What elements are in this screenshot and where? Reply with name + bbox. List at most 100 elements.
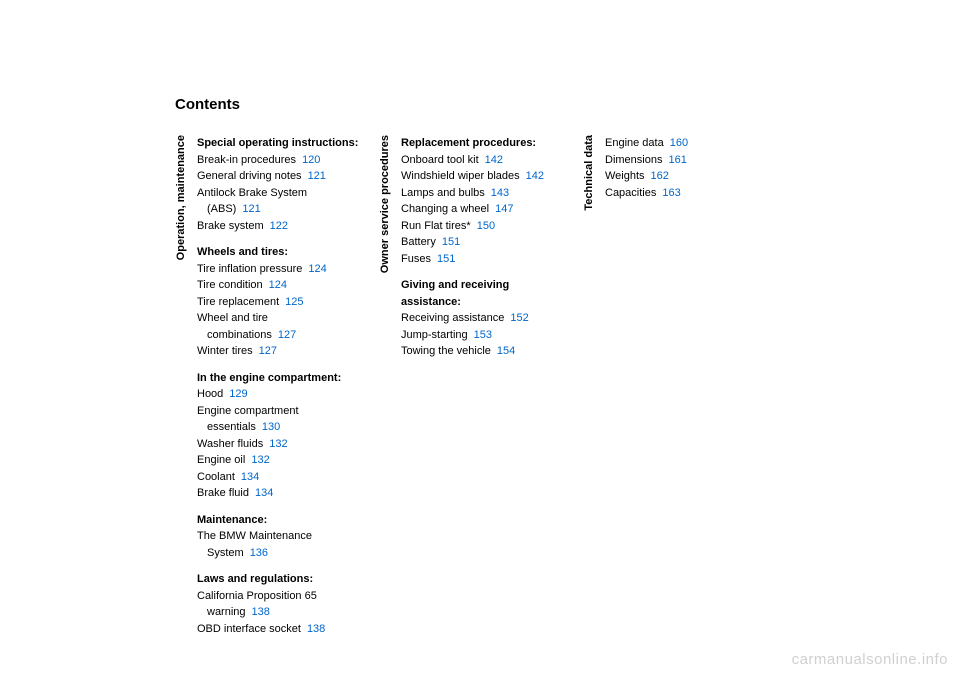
page-number[interactable]: 147 bbox=[489, 203, 513, 215]
toc-entry: Battery151 bbox=[401, 234, 565, 251]
column-operation-maintenance: Operation, maintenance Special operating… bbox=[175, 135, 361, 637]
page-number[interactable]: 151 bbox=[431, 253, 455, 265]
page-number[interactable]: 127 bbox=[253, 345, 277, 357]
entry-text: Changing a wheel bbox=[401, 203, 489, 215]
toc-entry: Washer fluids132 bbox=[197, 436, 361, 453]
page-number[interactable]: 138 bbox=[301, 623, 325, 635]
entry-text: Towing the vehicle bbox=[401, 345, 491, 357]
section-label-owner-service: Owner service procedures bbox=[379, 135, 395, 275]
page-number[interactable]: 151 bbox=[436, 236, 460, 248]
group: Special operating instructions: Break-in… bbox=[197, 135, 361, 234]
entry-text: Lamps and bulbs bbox=[401, 187, 485, 199]
column-technical-data: Technical data Engine data160 Dimensions… bbox=[583, 135, 769, 637]
page-number[interactable]: 143 bbox=[485, 187, 509, 199]
column-content: Replacement procedures: Onboard tool kit… bbox=[395, 135, 565, 360]
page-number[interactable]: 152 bbox=[504, 312, 528, 324]
toc-entry: California Proposition 65warning138 bbox=[197, 588, 361, 621]
toc-entry: The BMW Maintenance System136 bbox=[197, 528, 361, 561]
page-number[interactable]: 122 bbox=[264, 220, 288, 232]
group: In the engine compartment: Hood129 Engin… bbox=[197, 370, 361, 502]
page-number[interactable]: 160 bbox=[664, 137, 688, 149]
page-number[interactable]: 153 bbox=[468, 329, 492, 341]
page-number[interactable]: 124 bbox=[263, 279, 287, 291]
group: Replacement procedures: Onboard tool kit… bbox=[401, 135, 565, 267]
toc-entry: Engine compartment essentials130 bbox=[197, 403, 361, 436]
page-number[interactable]: 163 bbox=[656, 187, 680, 199]
toc-entry: Engine data160 bbox=[605, 135, 769, 152]
page-number[interactable]: 134 bbox=[249, 487, 273, 499]
page-number[interactable]: 127 bbox=[272, 329, 296, 341]
group: Giving and receiving assistance: Receivi… bbox=[401, 277, 565, 360]
entry-text: Coolant bbox=[197, 471, 235, 483]
entry-text: Washer fluids bbox=[197, 438, 263, 450]
toc-entry: Wheel and tire combinations127 bbox=[197, 310, 361, 343]
entry-text: Onboard tool kit bbox=[401, 154, 479, 166]
page-number[interactable]: 132 bbox=[263, 438, 287, 450]
entry-text: California Proposition 65 bbox=[197, 590, 317, 602]
toc-entry: Coolant134 bbox=[197, 469, 361, 486]
toc-entry: Run Flat tires*150 bbox=[401, 218, 565, 235]
page-number[interactable]: 138 bbox=[246, 606, 270, 618]
entry-cont: combinations127 bbox=[197, 327, 361, 344]
entry-text: Tire condition bbox=[197, 279, 263, 291]
toc-entry: Tire condition124 bbox=[197, 277, 361, 294]
column-content: Engine data160 Dimensions161 Weights162 … bbox=[599, 135, 769, 201]
entry-text: Engine compartment bbox=[197, 405, 299, 417]
page-number[interactable]: 120 bbox=[296, 154, 320, 166]
entry-text: Brake fluid bbox=[197, 487, 249, 499]
toc-entry: Brake fluid134 bbox=[197, 485, 361, 502]
page-number[interactable]: 125 bbox=[279, 296, 303, 308]
entry-text: Break-in procedures bbox=[197, 154, 296, 166]
toc-entry: Jump-starting153 bbox=[401, 327, 565, 344]
toc-entry: Tire replacement125 bbox=[197, 294, 361, 311]
toc-entry: Onboard tool kit142 bbox=[401, 152, 565, 169]
page-number[interactable]: 142 bbox=[520, 170, 544, 182]
group: Laws and regulations: California Proposi… bbox=[197, 571, 361, 637]
entry-text: Receiving assistance bbox=[401, 312, 504, 324]
entry-text: Hood bbox=[197, 388, 223, 400]
entry-text: Weights bbox=[605, 170, 645, 182]
entry-text: Tire inflation pressure bbox=[197, 263, 302, 275]
entry-text: Wheel and tire bbox=[197, 312, 268, 324]
toc-entry: General driving notes121 bbox=[197, 168, 361, 185]
section-label-operation: Operation, maintenance bbox=[175, 135, 191, 262]
entry-text: OBD interface socket bbox=[197, 623, 301, 635]
toc-entry: Winter tires127 bbox=[197, 343, 361, 360]
page-number[interactable]: 162 bbox=[645, 170, 669, 182]
columns-container: Operation, maintenance Special operating… bbox=[175, 135, 769, 637]
page-number[interactable]: 124 bbox=[302, 263, 326, 275]
page-number[interactable]: 121 bbox=[302, 170, 326, 182]
entry-cont: essentials130 bbox=[197, 419, 361, 436]
group-heading: In the engine compartment: bbox=[197, 370, 361, 387]
group: Wheels and tires: Tire inflation pressur… bbox=[197, 244, 361, 360]
entry-cont: System136 bbox=[197, 545, 361, 562]
toc-entry: Hood129 bbox=[197, 386, 361, 403]
page-number[interactable]: 154 bbox=[491, 345, 515, 357]
toc-entry: Dimensions161 bbox=[605, 152, 769, 169]
entry-text: Jump-starting bbox=[401, 329, 468, 341]
group-heading: Special operating instructions: bbox=[197, 135, 361, 152]
page-number[interactable]: 161 bbox=[662, 154, 686, 166]
entry-text: Winter tires bbox=[197, 345, 253, 357]
page-number[interactable]: 130 bbox=[256, 421, 280, 433]
page-title: Contents bbox=[175, 96, 240, 113]
toc-entry: Receiving assistance152 bbox=[401, 310, 565, 327]
page-number[interactable]: 150 bbox=[471, 220, 495, 232]
page-number[interactable]: 129 bbox=[223, 388, 247, 400]
group: Engine data160 Dimensions161 Weights162 … bbox=[605, 135, 769, 201]
page-number[interactable]: 136 bbox=[244, 547, 268, 559]
page-number[interactable]: 121 bbox=[236, 203, 260, 215]
entry-text: General driving notes bbox=[197, 170, 302, 182]
toc-entry: Fuses151 bbox=[401, 251, 565, 268]
page-number[interactable]: 134 bbox=[235, 471, 259, 483]
page-number[interactable]: 142 bbox=[479, 154, 503, 166]
toc-entry: Weights162 bbox=[605, 168, 769, 185]
page-number[interactable]: 132 bbox=[245, 454, 269, 466]
entry-text: Capacities bbox=[605, 187, 656, 199]
entry-text: The BMW Maintenance bbox=[197, 530, 312, 542]
toc-entry: Engine oil132 bbox=[197, 452, 361, 469]
entry-text: Battery bbox=[401, 236, 436, 248]
toc-entry: Break-in procedures120 bbox=[197, 152, 361, 169]
entry-text: Engine oil bbox=[197, 454, 245, 466]
toc-entry: Towing the vehicle154 bbox=[401, 343, 565, 360]
